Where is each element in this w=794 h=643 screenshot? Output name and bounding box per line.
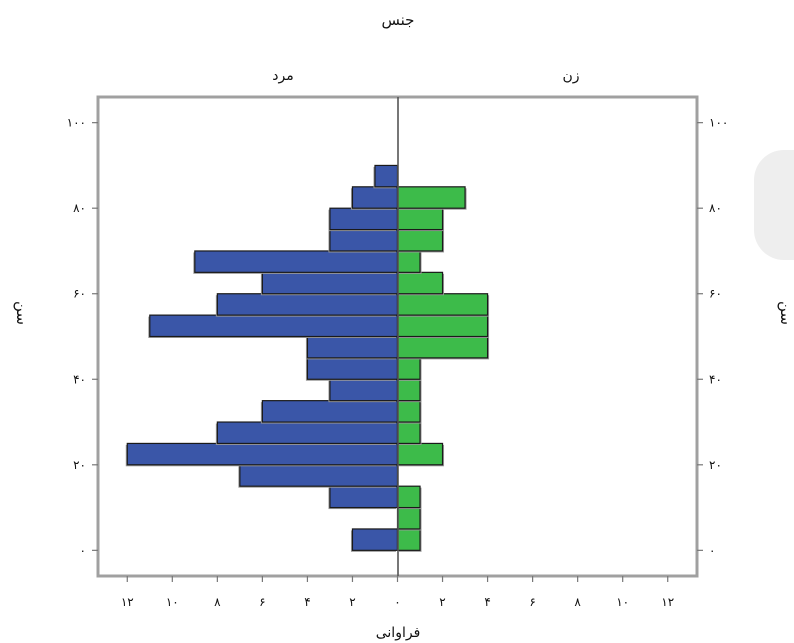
x-tick-label: ۶ xyxy=(259,595,265,609)
x-tick-label: ۸ xyxy=(214,595,221,609)
x-tick-label: ۲ xyxy=(349,595,355,609)
y-axis-label-left: سن xyxy=(13,301,31,325)
y-tick-label-right: ۶۰ xyxy=(709,287,722,301)
male-bar-55-60 xyxy=(216,293,399,316)
right-group-label: زن xyxy=(562,68,579,84)
y-tick-label-left: ۸۰ xyxy=(73,201,86,215)
female-bar-45-50 xyxy=(396,335,489,359)
y-tick-label-right: ۲۰ xyxy=(709,458,722,472)
female-bar-30-35 xyxy=(396,400,421,423)
x-tick-label: ۶ xyxy=(529,595,535,609)
female-bar-50-55 xyxy=(396,314,489,338)
female-bar-25-30 xyxy=(396,421,421,445)
x-tick-label: ۱۲ xyxy=(121,595,134,609)
x-tick-label: ۱۰ xyxy=(616,595,629,609)
female-bar-60-65 xyxy=(396,271,444,295)
x-tick-label: ۱۲ xyxy=(661,595,674,609)
chart-title: جنس xyxy=(382,11,415,29)
female-bar-0-5 xyxy=(396,528,421,551)
x-tick-label: ۴ xyxy=(304,595,310,609)
male-bar-85-90 xyxy=(374,164,399,188)
y-tick-label-right: ۰ xyxy=(709,543,715,557)
male-bar-15-20 xyxy=(239,464,399,487)
y-tick-label-right: ۸۰ xyxy=(709,201,722,215)
y-tick-label-left: ۰ xyxy=(80,543,86,557)
female-bar-55-60 xyxy=(396,293,489,316)
female-bar-70-75 xyxy=(396,228,444,252)
female-bar-80-85 xyxy=(396,186,466,209)
x-tick-label: ۲ xyxy=(439,595,445,609)
x-tick-label: ۰ xyxy=(394,595,400,609)
male-bar-45-50 xyxy=(306,335,399,359)
x-tick-label: ۱۰ xyxy=(166,595,179,609)
male-bar-0-5 xyxy=(351,528,399,551)
y-tick-label-left: ۴۰ xyxy=(73,372,86,386)
bars-group xyxy=(125,164,490,552)
x-tick-label: ۴ xyxy=(484,595,490,609)
y-tick-label-left: ۲۰ xyxy=(73,458,86,472)
male-bar-60-65 xyxy=(261,271,399,295)
y-tick-label-left: ۶۰ xyxy=(73,287,86,301)
male-bar-35-40 xyxy=(329,378,399,402)
x-tick-label: ۸ xyxy=(574,595,581,609)
male-bar-75-80 xyxy=(329,207,399,231)
female-bar-35-40 xyxy=(396,378,421,402)
y-axis-label-right: سن xyxy=(777,301,794,325)
male-bar-30-35 xyxy=(261,400,399,423)
watermark-shape xyxy=(754,150,794,260)
male-bar-65-70 xyxy=(194,250,399,273)
y-tick-label-right: ۴۰ xyxy=(709,372,722,386)
female-bar-10-15 xyxy=(396,485,421,509)
y-tick-label-right: ۱۰۰ xyxy=(709,116,728,130)
male-bar-20-25 xyxy=(126,442,399,466)
male-bar-10-15 xyxy=(329,485,399,509)
male-bar-50-55 xyxy=(149,314,399,338)
male-bar-25-30 xyxy=(216,421,399,445)
female-bar-65-70 xyxy=(396,250,421,273)
female-bar-75-80 xyxy=(396,207,444,231)
female-bar-20-25 xyxy=(396,442,444,466)
female-bar-40-45 xyxy=(396,357,421,380)
y-tick-label-left: ۱۰۰ xyxy=(67,116,86,130)
male-bar-70-75 xyxy=(329,228,399,252)
left-group-label: مرد xyxy=(272,68,293,84)
female-bar-5-10 xyxy=(396,506,421,530)
x-axis-label: فراوانی xyxy=(376,625,421,641)
male-bar-40-45 xyxy=(306,357,399,380)
male-bar-80-85 xyxy=(351,186,399,209)
